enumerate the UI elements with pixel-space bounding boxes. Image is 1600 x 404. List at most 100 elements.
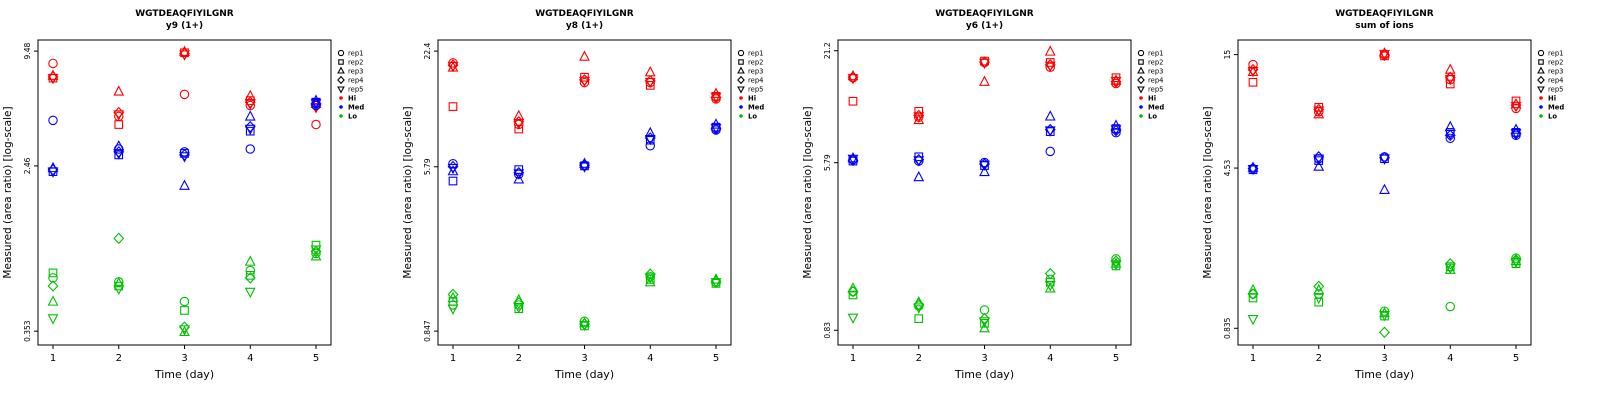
triangle-up-marker-icon	[1247, 161, 1259, 172]
triangle-down-marker-icon	[710, 278, 722, 289]
triangle-up-marker-icon	[1110, 257, 1122, 268]
square-marker-icon	[848, 290, 858, 300]
triangle-up-marker-icon	[337, 66, 345, 74]
legend-label-rep2: rep2	[748, 59, 763, 67]
triangle-up-marker-icon	[1313, 107, 1325, 119]
diamond-marker-icon	[1137, 75, 1145, 85]
triangle-down-marker-icon	[1137, 86, 1145, 94]
triangle-up-marker-icon	[737, 66, 745, 74]
square-marker-icon	[448, 102, 458, 111]
legend-label-rep2: rep2	[1548, 59, 1563, 67]
x-tick-label: 3	[981, 353, 987, 364]
diamond-marker-icon	[737, 75, 745, 85]
circle-marker-icon	[179, 89, 190, 100]
diamond-marker-icon	[1110, 255, 1122, 267]
legend-dot-icon	[739, 105, 743, 109]
legend-label-Lo: Lo	[1548, 113, 1557, 121]
triangle-up-marker-icon	[847, 282, 859, 293]
triangle-down-marker-icon	[979, 317, 990, 328]
chart-subtitle: y9 (1+)	[166, 21, 203, 31]
diamond-marker-icon	[847, 285, 859, 298]
triangle-down-marker-icon	[1510, 102, 1522, 113]
chart-panel-y8: WGTDEAQFIYILGNR y8 (1+) 0.847 5.79 22.4 1 2 3 4 5…	[400, 0, 800, 400]
chart-title: WGTDEAQFIYILGNR	[535, 9, 634, 19]
triangle-up-marker-icon	[710, 118, 722, 129]
circle-marker-icon	[245, 265, 256, 276]
triangle-down-marker-icon	[47, 167, 59, 178]
square-marker-icon	[1138, 59, 1144, 65]
legend-label-rep5: rep5	[348, 86, 363, 94]
triangle-up-marker-icon	[310, 250, 322, 261]
x-tick-label: 1	[850, 353, 856, 364]
square-marker-icon	[914, 314, 924, 323]
triangle-down-marker-icon	[1110, 125, 1122, 136]
triangle-down-marker-icon	[710, 92, 722, 104]
triangle-up-marker-icon	[913, 170, 925, 182]
legend-dot-icon	[1139, 114, 1143, 118]
circle-marker-icon	[337, 49, 345, 57]
legend-label-rep5: rep5	[1148, 86, 1163, 94]
y-tick-label: 9.48	[23, 43, 32, 60]
y-axis-label: Measured (area ratio) [log-scale]	[402, 106, 414, 278]
legend-dot-icon	[339, 96, 343, 100]
x-tick-label: 5	[1513, 353, 1519, 364]
x-tick-label: 5	[313, 353, 319, 364]
triangle-down-marker-icon	[179, 50, 190, 61]
legend-dot-icon	[1539, 114, 1543, 118]
square-marker-icon	[848, 96, 858, 106]
x-tick-label: 2	[1316, 353, 1322, 364]
legend-label-rep3: rep3	[348, 68, 363, 76]
x-tick-label: 5	[713, 353, 719, 364]
x-tick-label: 3	[581, 353, 587, 364]
chart-title: WGTDEAQFIYILGNR	[935, 9, 1034, 19]
triangle-up-marker-icon	[1044, 110, 1056, 121]
triangle-up-marker-icon	[644, 126, 656, 138]
triangle-down-marker-icon	[1044, 126, 1056, 137]
triangle-down-marker-icon	[913, 303, 925, 314]
triangle-down-marker-icon	[447, 304, 459, 315]
legend-dot-icon	[1539, 105, 1543, 109]
scatter-plot-y6-1-: WGTDEAQFIYILGNR y6 (1+) 0.83 5.79 21.2 1 2 3 4 5 T…	[802, 9, 1164, 381]
triangle-down-marker-icon	[579, 76, 590, 88]
diamond-marker-icon	[513, 296, 525, 309]
circle-marker-icon	[1537, 49, 1545, 57]
chart-subtitle: y8 (1+)	[566, 21, 603, 31]
x-axis-label: Time (day)	[1354, 368, 1414, 381]
triangle-down-marker-icon	[113, 284, 125, 296]
legend-label-rep4: rep4	[748, 77, 763, 85]
square-marker-icon	[1511, 96, 1521, 106]
triangle-down-marker-icon	[513, 119, 525, 130]
legend-dot-icon	[1139, 105, 1143, 109]
triangle-up-marker-icon	[1444, 63, 1456, 74]
circle-marker-icon	[48, 58, 58, 69]
diamond-marker-icon	[113, 232, 125, 245]
triangle-up-marker-icon	[1044, 282, 1056, 293]
triangle-up-marker-icon	[1510, 97, 1522, 109]
circle-marker-icon	[179, 296, 190, 307]
square-marker-icon	[338, 59, 344, 65]
triangle-up-marker-icon	[447, 164, 459, 176]
triangle-down-marker-icon	[1379, 49, 1390, 61]
triangle-down-marker-icon	[847, 313, 859, 324]
legend-label-Lo: Lo	[348, 113, 357, 121]
triangle-down-marker-icon	[979, 58, 990, 70]
triangle-down-marker-icon	[847, 74, 859, 85]
triangle-down-marker-icon	[847, 154, 859, 166]
triangle-up-marker-icon	[1510, 123, 1522, 134]
triangle-down-marker-icon	[113, 149, 125, 160]
x-axis-label: Time (day)	[554, 368, 614, 381]
triangle-down-marker-icon	[1444, 263, 1456, 275]
triangle-down-marker-icon	[1313, 154, 1325, 165]
circle-marker-icon	[1137, 49, 1145, 57]
triangle-up-marker-icon	[1537, 66, 1545, 74]
triangle-down-marker-icon	[579, 320, 590, 332]
triangle-down-marker-icon	[447, 61, 459, 73]
triangle-up-marker-icon	[513, 109, 525, 121]
x-tick-label: 4	[247, 353, 253, 364]
circle-marker-icon	[311, 119, 321, 130]
diamond-marker-icon	[47, 71, 59, 83]
legend-label-rep5: rep5	[748, 86, 763, 94]
legend-label-rep5: rep5	[1548, 86, 1563, 94]
chart-panel-y6: WGTDEAQFIYILGNR y6 (1+) 0.83 5.79 21.2 1 2 3 4 5 T…	[800, 0, 1200, 400]
diamond-marker-icon	[244, 272, 256, 284]
